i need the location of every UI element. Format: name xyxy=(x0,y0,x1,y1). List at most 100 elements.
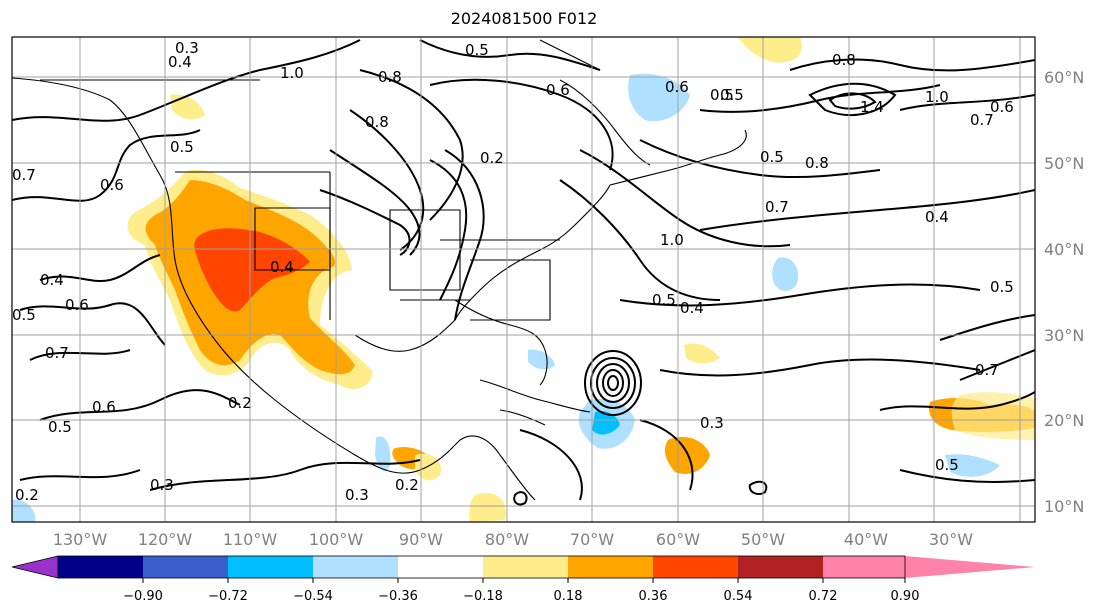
colorbar-extend-min xyxy=(11,555,59,579)
lat-label: 60°N xyxy=(1044,68,1084,87)
shade-blue-gulf-small xyxy=(528,349,555,370)
map-contents: 0.3 0.4 1.0 0.8 0.5 0.6 0.8 0.5 0.2 0.4 … xyxy=(12,37,1035,522)
contour-label: 0.5 xyxy=(990,278,1014,296)
colorbar-tick-label: 0.36 xyxy=(639,589,668,604)
contour-label: 0.4 xyxy=(680,299,704,317)
contour-label: 0.8 xyxy=(832,51,856,69)
colorbar-ticks xyxy=(142,578,906,583)
contour-label: 0.3 xyxy=(175,39,199,57)
contour-label: 0.6 xyxy=(990,98,1014,116)
lon-label: 30°W xyxy=(929,530,973,549)
contour-label: 0.3 xyxy=(150,476,174,494)
lon-label: 90°W xyxy=(399,530,443,549)
contour-label: 0.8 xyxy=(365,113,389,131)
contour-label: 0.8 xyxy=(378,68,402,86)
latitude-labels: 60°N 50°N 40°N 30°N 20°N 10°N xyxy=(1044,68,1084,516)
contour-label: 1.0 xyxy=(660,231,684,249)
contour-label: 0.4 xyxy=(40,271,64,289)
lon-label: 80°W xyxy=(485,530,529,549)
lon-label: 60°W xyxy=(656,530,700,549)
shade-yellow-south xyxy=(469,492,506,522)
colorbar-segment xyxy=(143,556,228,578)
shade-yellow-pac xyxy=(170,94,205,120)
contour-label-layer: 0.3 0.4 1.0 0.8 0.5 0.6 0.8 0.5 0.2 0.4 … xyxy=(12,39,1014,504)
lat-label: 50°N xyxy=(1044,154,1084,173)
contour-label: 0.4 xyxy=(168,53,192,71)
contour-label: 0.7 xyxy=(970,111,994,129)
shade-yellow-atl-small xyxy=(684,343,720,364)
map-title: 2024081500 F012 xyxy=(450,9,598,28)
contour-label: 0.4 xyxy=(925,208,949,226)
colorbar-segment xyxy=(483,556,568,578)
lat-label: 30°N xyxy=(1044,326,1084,345)
lon-label: 70°W xyxy=(570,530,614,549)
colorbar-tick-label: −0.54 xyxy=(293,589,333,604)
contour-label: 0.6 xyxy=(92,398,116,416)
shade-cyan-caribbean xyxy=(592,410,620,435)
contour-label: 0.7 xyxy=(45,344,69,362)
contour-label: 0.5 xyxy=(48,418,72,436)
lon-label: 40°W xyxy=(844,530,888,549)
contour-label: 0.5 xyxy=(720,86,744,104)
shade-blue-newfoundland xyxy=(628,73,690,122)
coastlines xyxy=(12,39,747,501)
colorbar-tick-label: −0.36 xyxy=(378,589,418,604)
contour-label: 0.6 xyxy=(100,176,124,194)
contour-label: 0.5 xyxy=(652,291,676,309)
lat-label: 40°N xyxy=(1044,240,1084,259)
colorbar-tick-label: 0.18 xyxy=(554,589,583,604)
map-frame xyxy=(11,36,1036,523)
contour-label: 0.6 xyxy=(65,296,89,314)
colorbar-segment xyxy=(313,556,398,578)
contour-label: 0.3 xyxy=(700,414,724,432)
contour-label: 0.5 xyxy=(760,148,784,166)
contour-label: 0.7 xyxy=(975,361,999,379)
colorbar-segment xyxy=(398,556,483,578)
contour-label: 0.2 xyxy=(228,394,252,412)
colorbar-segment xyxy=(738,556,823,578)
contour-label: 0.5 xyxy=(710,86,734,104)
colorbar: −0.90 −0.72 −0.54 −0.36 −0.18 0.18 0.36 … xyxy=(11,555,1035,604)
shade-blue-sw-corner xyxy=(12,499,35,522)
contour-label: 1.0 xyxy=(280,64,304,82)
lat-label: 20°N xyxy=(1044,411,1084,430)
colorbar-segment xyxy=(823,556,905,578)
lon-label: 130°W xyxy=(53,530,108,549)
contour-label: 0.2 xyxy=(395,476,419,494)
shade-yellow-atl-east xyxy=(951,392,1035,440)
lat-label: 10°N xyxy=(1044,497,1084,516)
contour-label: 1.4 xyxy=(860,98,884,116)
lon-label: 100°W xyxy=(309,530,364,549)
contour-label: 0.3 xyxy=(345,486,369,504)
contour-label: 0.5 xyxy=(465,41,489,59)
contour-label: 0.5 xyxy=(935,456,959,474)
contour-label: 0.6 xyxy=(546,81,570,99)
contour-label: 0.7 xyxy=(765,198,789,216)
contour-label: 1.0 xyxy=(925,88,949,106)
colorbar-tick-labels: −0.90 −0.72 −0.54 −0.36 −0.18 0.18 0.36 … xyxy=(123,589,919,604)
contour-label: 0.8 xyxy=(805,154,829,172)
colorbar-extend-max-tip xyxy=(905,556,1035,578)
contour-label: 0.2 xyxy=(480,149,504,167)
colorbar-tick-label: 0.72 xyxy=(809,589,838,604)
colorbar-tick-label: −0.18 xyxy=(463,589,503,604)
contour-label: 0.5 xyxy=(170,138,194,156)
lon-label: 110°W xyxy=(223,530,278,549)
shade-yellow-north xyxy=(738,37,802,63)
colorbar-tick-label: −0.90 xyxy=(123,589,163,604)
contour-label: 0.7 xyxy=(12,166,36,184)
contour-label: 0.2 xyxy=(15,486,39,504)
colorbar-segment xyxy=(58,556,143,578)
contour-label: 0.5 xyxy=(12,306,36,324)
map-grid xyxy=(12,37,1035,522)
longitude-labels: 130°W 120°W 110°W 100°W 90°W 80°W 70°W 6… xyxy=(53,530,973,549)
colorbar-tick-label: 0.90 xyxy=(891,589,920,604)
lon-label: 50°W xyxy=(741,530,785,549)
contour-label: 0.4 xyxy=(270,258,294,276)
contour-lines xyxy=(12,39,1035,506)
contour-label: 0.6 xyxy=(665,78,689,96)
colorbar-tick-label: −0.72 xyxy=(208,589,248,604)
colorbar-segment xyxy=(568,556,653,578)
shade-blue-atl-east xyxy=(945,454,1000,477)
